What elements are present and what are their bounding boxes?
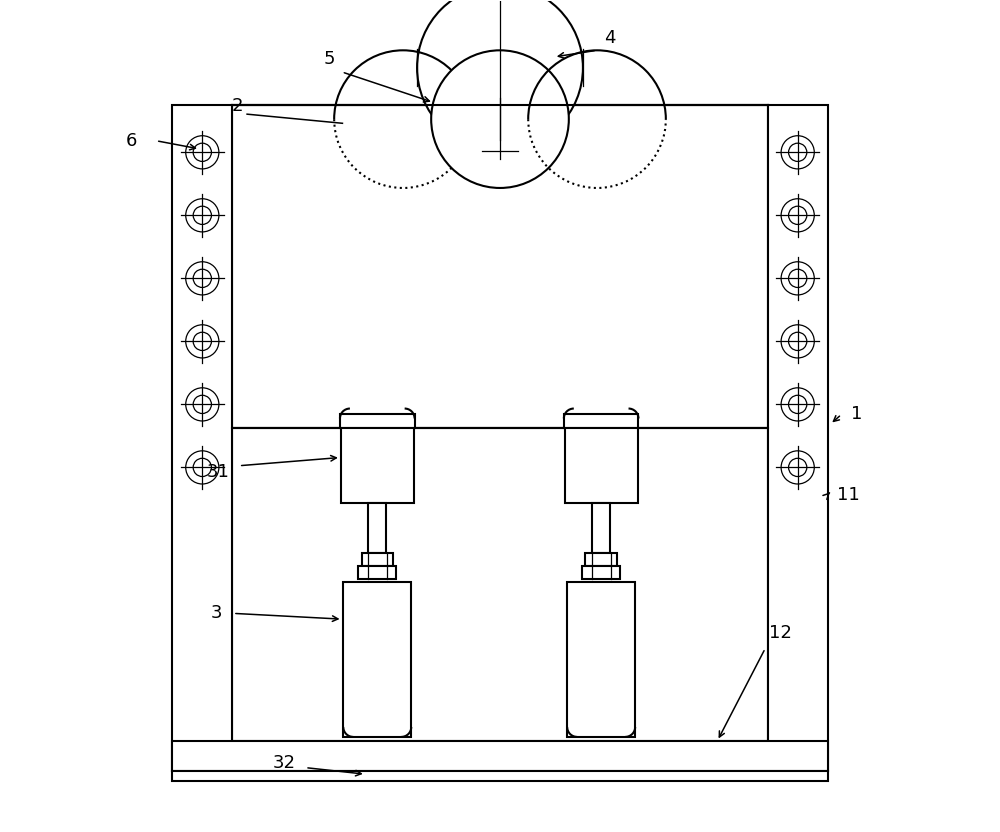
Bar <box>343 582 411 737</box>
Circle shape <box>193 332 211 350</box>
Circle shape <box>789 332 807 350</box>
Circle shape <box>417 0 583 151</box>
Circle shape <box>193 395 211 414</box>
Circle shape <box>789 395 807 414</box>
Bar <box>341 428 414 503</box>
Text: 5: 5 <box>323 51 335 68</box>
Bar <box>582 566 620 579</box>
Bar <box>232 105 768 428</box>
Circle shape <box>193 206 211 225</box>
Bar <box>358 566 396 579</box>
Circle shape <box>789 270 807 288</box>
Bar <box>567 582 635 737</box>
Text: 1: 1 <box>851 405 862 423</box>
Bar <box>368 503 386 552</box>
Circle shape <box>789 206 807 225</box>
Bar <box>172 741 828 771</box>
Circle shape <box>193 458 211 477</box>
Bar <box>585 552 617 566</box>
Bar <box>232 428 768 741</box>
Text: 32: 32 <box>273 754 296 771</box>
Text: 4: 4 <box>604 29 615 47</box>
Circle shape <box>789 458 807 477</box>
Bar <box>362 552 393 566</box>
Circle shape <box>193 143 211 161</box>
Bar <box>564 414 638 428</box>
Text: 2: 2 <box>231 97 243 115</box>
Bar <box>768 105 828 771</box>
Bar <box>565 428 638 503</box>
Text: 31: 31 <box>207 463 230 482</box>
Text: 11: 11 <box>837 486 860 504</box>
Text: 12: 12 <box>769 624 792 642</box>
Text: 6: 6 <box>125 131 137 150</box>
Circle shape <box>193 270 211 288</box>
Circle shape <box>431 50 569 188</box>
Circle shape <box>789 143 807 161</box>
Bar <box>172 105 232 771</box>
Bar <box>592 503 610 552</box>
Bar <box>172 771 828 781</box>
Bar <box>340 414 415 428</box>
Text: 3: 3 <box>211 604 222 622</box>
